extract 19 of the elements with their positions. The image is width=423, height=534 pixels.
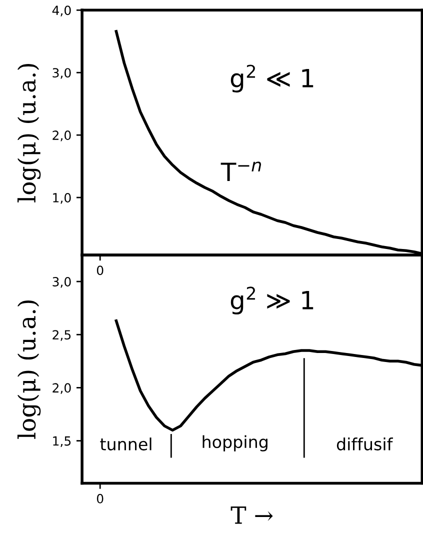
annotation: tunnel	[100, 438, 152, 450]
y-tick-label: 1,5	[53, 436, 71, 447]
y-axis-title: log(μ) (u.a.)	[17, 300, 41, 439]
y-tick-label: 1,0	[53, 192, 71, 204]
y-tick-label: 3,0	[52, 277, 71, 288]
y-tick-label: 2,0	[52, 383, 71, 394]
annotation: diffusif	[336, 438, 393, 450]
y-tick-label: 2,0	[52, 130, 71, 142]
y-tick-label: 2,5	[52, 330, 71, 341]
x-axis-title: T →	[230, 506, 273, 524]
y-axis-title: log(μ) (u.a.)	[17, 64, 41, 202]
annotation: T$^{−n}$	[220, 162, 261, 181]
y-tick-label: 4,0	[52, 6, 71, 16]
annotation: g$^{2}$ ≪ 1	[230, 64, 314, 92]
y-tick-label: 3,0	[52, 68, 71, 79]
text: 0	[96, 494, 104, 504]
annotation: 0	[96, 266, 104, 276]
annotation: hopping	[202, 435, 268, 452]
annotation: g$^{2}$ ≫ 1	[230, 286, 314, 314]
